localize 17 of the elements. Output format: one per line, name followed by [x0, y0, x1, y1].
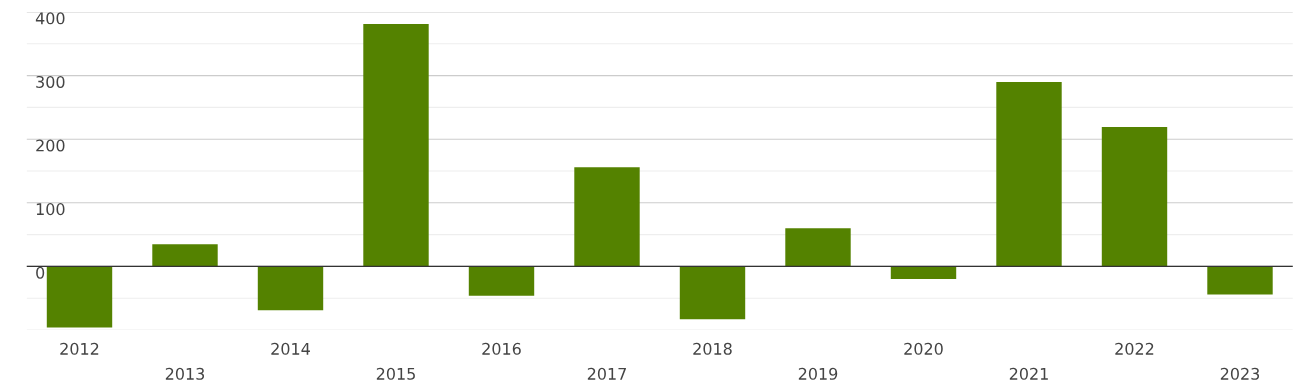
- y-tick-label: 100: [36, 203, 65, 216]
- x-tick-label: 2014: [271, 342, 310, 355]
- y-tick-label: 200: [36, 139, 65, 152]
- x-tick-label: 2017: [587, 367, 626, 380]
- x-tick-label: 2013: [165, 367, 205, 380]
- y-tick-label: 300: [36, 75, 65, 88]
- x-tick-label: 2022: [1115, 342, 1154, 355]
- y-tick-label: 400: [35, 12, 65, 25]
- x-tick-label: 2015: [376, 367, 415, 380]
- x-tick-label: 2019: [798, 367, 838, 380]
- x-tick-label: 2023: [1220, 367, 1260, 380]
- x-tick-label: 2016: [482, 342, 521, 355]
- y-tick-label: 0: [36, 266, 45, 279]
- x-tick-label: 2018: [693, 342, 732, 355]
- x-tick-label: 2021: [1009, 367, 1048, 380]
- x-tick-label: 2020: [904, 342, 943, 355]
- x-tick-label: 2012: [60, 342, 99, 355]
